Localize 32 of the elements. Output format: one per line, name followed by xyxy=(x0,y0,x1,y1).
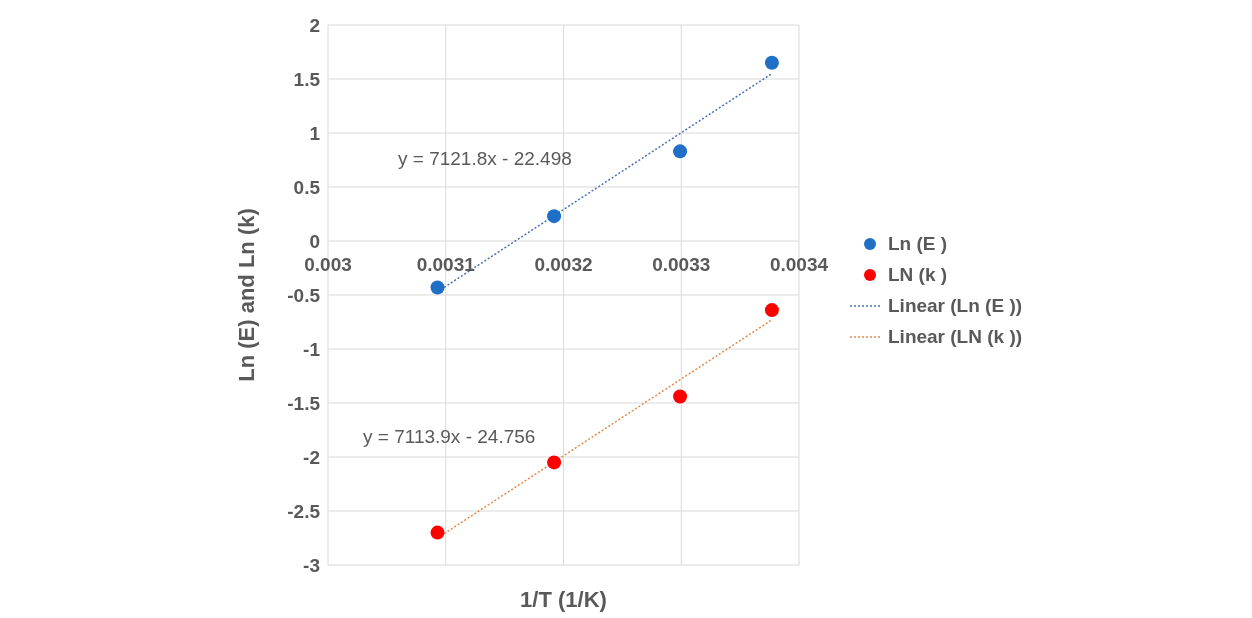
y-tick-label: -2.5 xyxy=(287,500,321,522)
y-tick-label: 0 xyxy=(309,230,320,252)
y-tick-label: -1.5 xyxy=(287,392,321,414)
x-tick-label: 0.0033 xyxy=(652,254,711,275)
x-tick-label: 0.0034 xyxy=(769,254,829,275)
point xyxy=(547,209,562,224)
point xyxy=(547,455,562,470)
point xyxy=(764,303,779,318)
y-tick-label: -2 xyxy=(303,446,320,468)
legend-label: Linear (Ln (E )) xyxy=(888,294,1023,317)
y-tick-label: 0.5 xyxy=(293,176,321,198)
y-tick-label: 1 xyxy=(309,122,321,144)
y-tick-label: -1 xyxy=(303,338,321,360)
point xyxy=(673,389,688,404)
legend-label: Linear (LN (k )) xyxy=(888,325,1023,348)
x-tick-label: 0.0032 xyxy=(534,254,593,275)
x-tick-label: 0.0031 xyxy=(416,254,476,275)
legend-label: Ln (E ) xyxy=(888,232,948,255)
y-axis-title: Ln (E) and Ln (k) xyxy=(233,208,259,382)
point xyxy=(764,55,779,70)
y-tick-label: -3 xyxy=(303,554,320,576)
point xyxy=(430,280,445,295)
x-tick-label: 0.003 xyxy=(304,254,352,275)
y-tick-label: 1.5 xyxy=(293,68,321,90)
y-tick-label: -0.5 xyxy=(287,284,321,306)
legend-label: LN (k ) xyxy=(888,263,948,286)
x-axis-title: 1/T (1/K) xyxy=(520,587,607,612)
annotation: y = 7121.8x - 22.498 xyxy=(398,148,572,170)
point xyxy=(673,144,688,159)
point xyxy=(430,525,445,540)
y-tick-label: 2 xyxy=(309,14,320,36)
annotation: y = 7113.9x - 24.756 xyxy=(363,426,536,448)
